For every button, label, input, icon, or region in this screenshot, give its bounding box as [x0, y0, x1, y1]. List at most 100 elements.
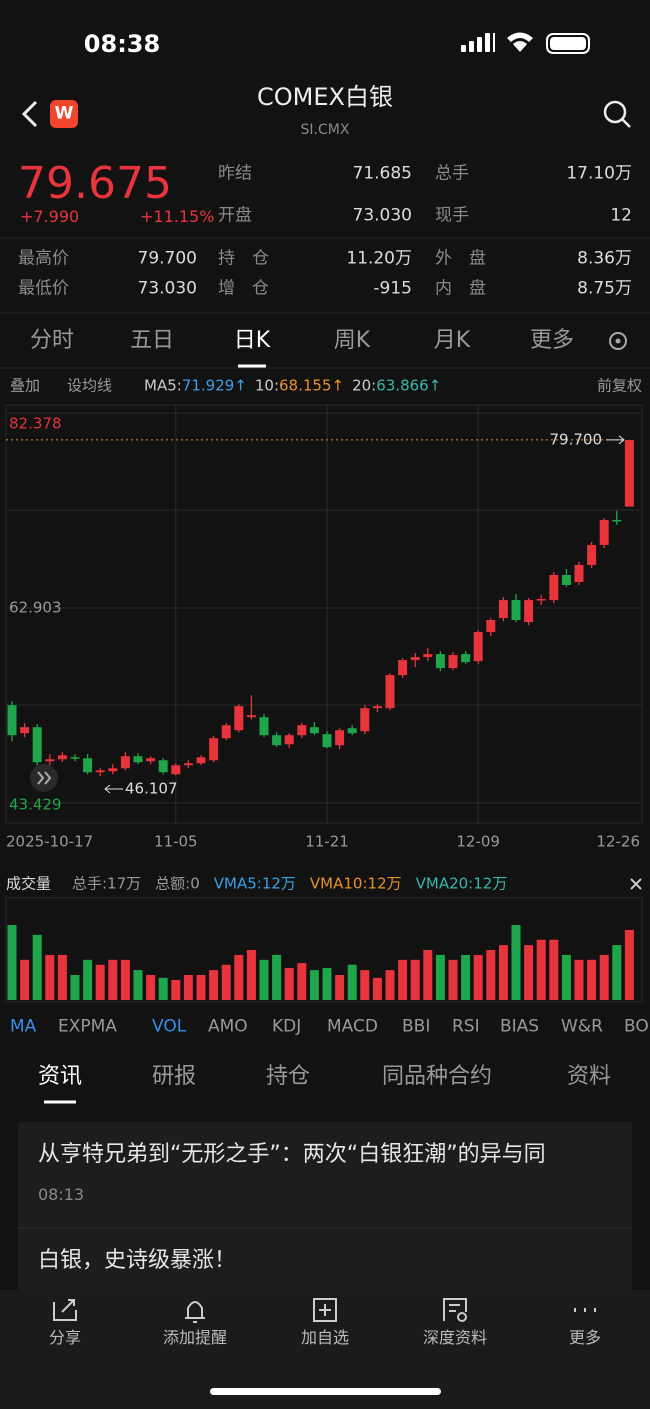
indicator-tab[interactable]: RSI [452, 1016, 480, 1037]
low-marker-arrow [104, 784, 123, 794]
wifi-icon [507, 32, 533, 52]
volume-bar [120, 959, 130, 1000]
volume-bar [486, 950, 496, 1000]
volume-bar [448, 959, 458, 1000]
home-indicator [210, 1388, 441, 1395]
candle-body [183, 763, 193, 766]
news-tab[interactable]: 同品种合约 [381, 1064, 493, 1089]
candle-body [297, 725, 307, 736]
period-tab[interactable]: 五日 [129, 328, 175, 353]
indicator-tab[interactable]: MA [10, 1016, 37, 1037]
search-button[interactable] [603, 100, 627, 124]
vma-item: VMA10:12万 [309, 874, 402, 893]
period-tab[interactable]: 更多 [529, 328, 575, 353]
period-tab[interactable]: 日K [233, 328, 271, 353]
candle-body [473, 632, 483, 662]
ma-value: 68.155↑ [279, 376, 345, 395]
quote-value: 12 [610, 205, 632, 226]
volume-bar [183, 975, 193, 1000]
indicator-tab[interactable]: W&R [561, 1016, 603, 1037]
volume-bar [574, 959, 584, 1000]
candle-body [435, 654, 445, 669]
quote-value: 73.030 [137, 278, 197, 299]
quote-label: 开盘 [218, 205, 252, 226]
news-tab[interactable]: 资讯 [37, 1064, 83, 1089]
bottom-button[interactable]: 更多 [568, 1328, 602, 1347]
volume-bar [20, 959, 30, 1000]
back-button[interactable] [21, 100, 38, 128]
volume-bar [473, 954, 483, 1000]
volume-info-item: 总额:0 [155, 874, 200, 893]
news-title[interactable]: 白银，史诗级暴涨！ [38, 1248, 237, 1273]
x-tick-label: 12-09 [456, 833, 500, 851]
ma-label: 20: [352, 376, 377, 395]
volume-bar [385, 970, 395, 1000]
overlay-button[interactable]: 叠加 [10, 376, 41, 395]
indicator-tab[interactable]: AMO [208, 1016, 248, 1037]
price-change: +7.990 [20, 207, 80, 226]
ma-settings-button[interactable]: 设均线 [67, 376, 113, 395]
quote-label: 最高价 [18, 248, 69, 269]
candle-body [624, 440, 634, 507]
period-tab[interactable]: 分时 [29, 328, 75, 353]
news-tab[interactable]: 资料 [566, 1064, 612, 1089]
candle-body [45, 759, 55, 762]
candle-body [259, 717, 269, 736]
candle-body [561, 574, 571, 586]
news-title[interactable]: 从亨特兄弟到“无形之手”：两次“白银狂潮”的异与同 [38, 1142, 546, 1167]
bottom-button[interactable]: 深度资料 [422, 1328, 488, 1347]
indicator-tab[interactable]: KDJ [272, 1016, 302, 1037]
volume-bar [423, 950, 433, 1000]
candle-body [284, 735, 294, 745]
indicator-tab[interactable]: BOLL [624, 1016, 650, 1037]
indicator-tab[interactable]: MACD [327, 1016, 378, 1037]
indicator-tab[interactable]: VOL [152, 1016, 187, 1037]
adjust-mode[interactable]: 前复权 [596, 376, 642, 395]
volume-bar [309, 970, 319, 1000]
candle-body [335, 730, 345, 746]
candle-body [221, 725, 231, 739]
volume-bar [108, 959, 118, 1000]
indicator-tab[interactable]: BIAS [500, 1016, 540, 1037]
volume-bar [461, 954, 471, 1000]
high-marker-label: 79.700 [550, 430, 603, 448]
candle-body [587, 544, 597, 565]
indicator-tab[interactable]: BBI [402, 1016, 431, 1037]
y-tick-label: 43.429 [9, 796, 62, 814]
low-marker-label: 46.107 [125, 780, 178, 798]
candle-body [196, 757, 206, 764]
period-tab[interactable]: 月K [433, 328, 471, 353]
quote-label: 最低价 [18, 278, 69, 299]
candle-body [360, 708, 370, 732]
volume-bar [7, 925, 17, 1000]
volume-bar [259, 959, 269, 1000]
volume-bar [498, 945, 508, 1000]
volume-bar [45, 954, 55, 1000]
news-tab[interactable]: 持仓 [265, 1064, 311, 1089]
candle-body [32, 727, 42, 763]
ma-item: 10:68.155↑ [255, 376, 345, 395]
period-tab[interactable]: 周K [333, 328, 371, 353]
bottom-button[interactable]: 分享 [48, 1328, 82, 1347]
candle-body [461, 654, 471, 663]
ma-values: MA5:71.929↑ 10:68.155↑ 20:63.866↑ [144, 376, 441, 395]
volume-bar [549, 939, 559, 1000]
quote-value: 71.685 [352, 163, 412, 184]
candle-body [133, 756, 143, 763]
candle-body [385, 675, 395, 709]
settings-icon[interactable] [609, 332, 627, 350]
candle-body [612, 519, 622, 522]
candle-body [20, 727, 30, 734]
ma-item: 20:63.866↑ [352, 376, 441, 395]
volume-bar [624, 929, 634, 1000]
bottom-button[interactable]: 加自选 [300, 1328, 350, 1347]
indicator-tab[interactable]: EXPMA [58, 1016, 117, 1037]
news-tab[interactable]: 研报 [151, 1064, 197, 1089]
volume-bar [297, 963, 307, 1000]
x-tick-label: 2025-10-17 [6, 833, 93, 851]
candle-body [524, 600, 534, 623]
bottom-button[interactable]: 添加提醒 [162, 1328, 228, 1347]
close-icon[interactable] [630, 878, 642, 890]
